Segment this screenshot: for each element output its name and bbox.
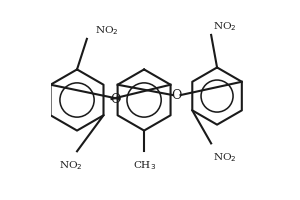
Text: NO$_2$: NO$_2$ — [213, 151, 237, 164]
Text: NO$_2$: NO$_2$ — [95, 24, 118, 37]
Text: O: O — [110, 93, 121, 106]
Text: CH$_3$: CH$_3$ — [133, 159, 156, 172]
Text: NO$_2$: NO$_2$ — [59, 159, 83, 172]
Text: NO$_2$: NO$_2$ — [213, 20, 237, 33]
Text: O: O — [171, 89, 182, 102]
